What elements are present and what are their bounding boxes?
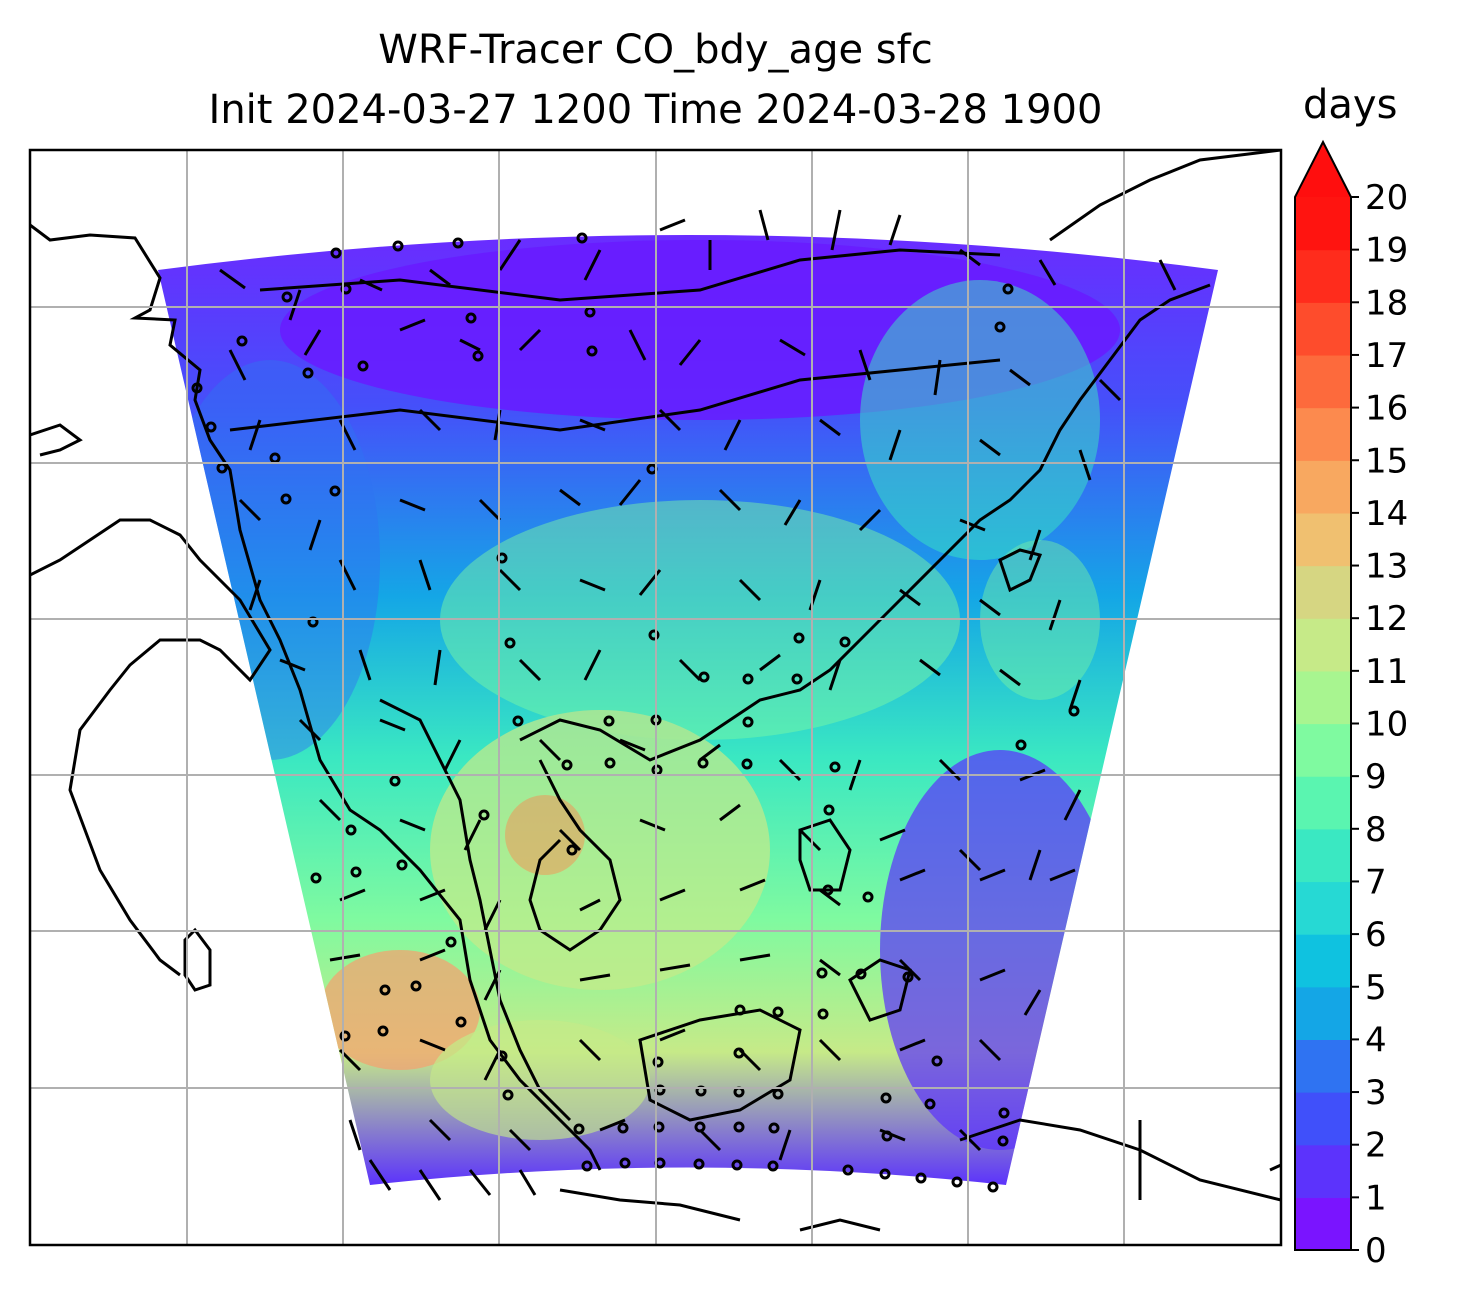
colorbar-swatch [1295,723,1351,777]
colorbar-swatch [1295,934,1351,988]
plot-title-line1: WRF-Tracer CO_bdy_age sfc [378,27,933,73]
colorbar-tick-label: 7 [1365,862,1387,902]
colorbar-tick-label: 14 [1365,494,1408,534]
colorbar-extend-arrow [1295,142,1351,197]
colorbar-tick-label: 9 [1365,757,1387,797]
colorbar-tick-label: 17 [1365,336,1408,376]
map-frame [28,148,1283,1247]
calm-markers [191,232,1080,1193]
colorbar-swatch [1295,302,1351,356]
colorbar-swatch [1295,1144,1351,1198]
colorbar-swatch [1295,249,1351,303]
colorbar-swatch [1295,565,1351,619]
colorbar-swatch [1295,1039,1351,1093]
colorbar-swatch [1295,1092,1351,1146]
tracer-field [158,235,1218,1185]
colorbar-swatch [1295,354,1351,409]
wind-barbs [219,209,1177,1201]
colorbar-tick-label: 11 [1365,652,1408,692]
plot-title-line2: Init 2024-03-27 1200 Time 2024-03-28 190… [208,87,1103,133]
colorbar-tick-label: 5 [1365,968,1387,1008]
colorbar-swatch [1295,512,1351,567]
colorbar-tick-label: 12 [1365,599,1408,639]
colorbar-tick-label: 13 [1365,547,1408,587]
colorbar-tick-label: 20 [1365,178,1408,218]
colorbar-swatch [1295,986,1351,1040]
colorbar-swatch [1295,618,1351,672]
colorbar-tick-label: 0 [1365,1231,1387,1271]
gridlines [30,150,1281,1245]
colorbar-tick-label: 2 [1365,1126,1387,1166]
map-area [30,150,1281,1245]
colorbar-swatch [1295,670,1351,725]
colorbar-swatch [1295,460,1351,514]
colorbar-swatch [1295,407,1351,461]
colorbar-tick-label: 15 [1365,441,1408,481]
colorbar-tick-label: 10 [1365,705,1408,745]
colorbar-swatch [1295,881,1351,935]
colorbar-tick-label: 3 [1365,1073,1387,1113]
coastlines [30,150,1281,1232]
colorbar-swatch [1295,197,1351,251]
colorbar-tick-label: 4 [1365,1020,1387,1060]
colorbar-swatch [1295,1197,1351,1251]
colorbar-tick-label: 8 [1365,810,1387,850]
colorbar-tick-label: 18 [1365,283,1408,323]
colorbar-swatch [1295,828,1351,883]
colorbar-swatch [1295,776,1351,830]
colorbar-outline [1294,139,1352,1251]
colorbar-label: days [1303,82,1398,128]
colorbar-tick-label: 1 [1365,1178,1387,1218]
colorbar-tick-label: 16 [1365,389,1408,429]
colorbar-tick-label: 6 [1365,915,1387,955]
colorbar-tick-label: 19 [1365,231,1408,271]
